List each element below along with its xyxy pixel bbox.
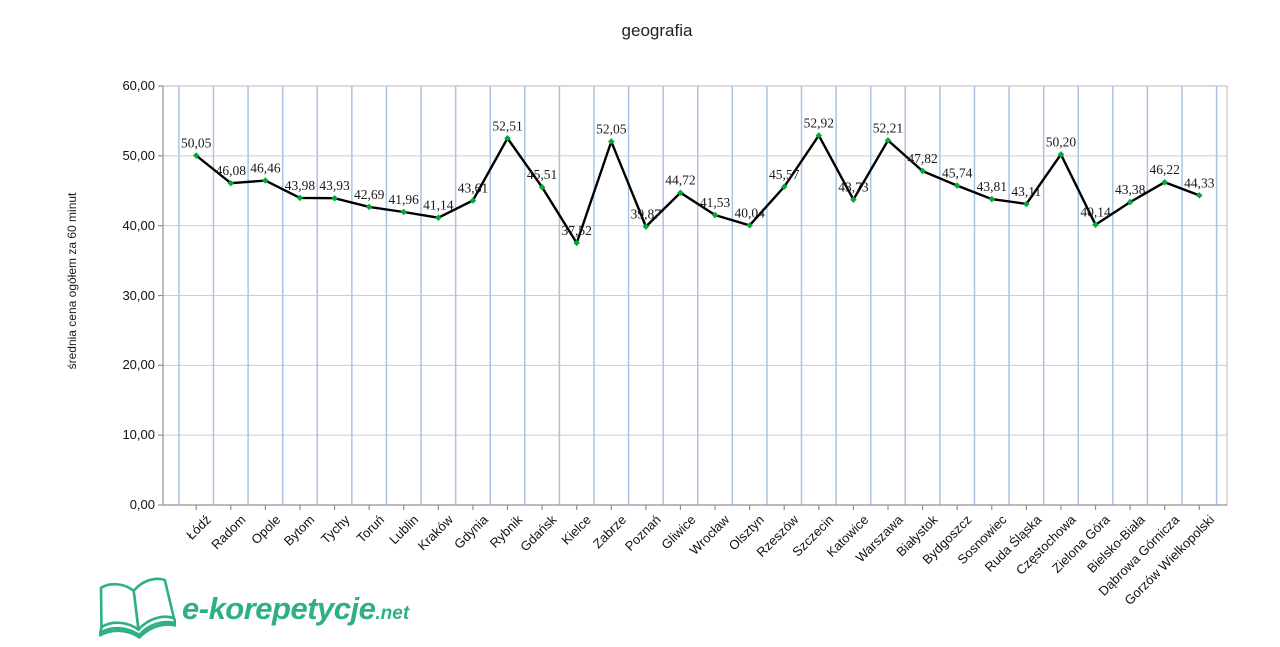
- data-point: [884, 137, 892, 144]
- data-label: 40,04: [734, 205, 765, 220]
- data-label: 45,51: [527, 167, 557, 182]
- data-point: [400, 208, 407, 216]
- data-label: 42,69: [354, 187, 385, 202]
- data-label: 45,57: [769, 167, 800, 182]
- data-label: 41,14: [423, 198, 454, 213]
- y-tick-label: 0,00: [129, 497, 155, 512]
- logo-brand: e-korepetycje: [182, 591, 376, 626]
- data-point: [711, 211, 719, 219]
- data-point: [538, 183, 546, 191]
- data-point: [331, 194, 338, 202]
- data-point: [815, 132, 823, 139]
- data-point: [780, 183, 788, 191]
- data-point: [227, 179, 235, 187]
- y-tick-label: 50,00: [122, 147, 155, 163]
- data-point: [435, 214, 442, 221]
- data-label: 37,52: [561, 223, 591, 238]
- data-label: 41,96: [389, 192, 420, 207]
- chart-title: geografia: [621, 21, 693, 40]
- data-label: 40,14: [1080, 205, 1111, 220]
- data-line: [195, 133, 1200, 246]
- y-tick-label: 10,00: [122, 427, 155, 443]
- data-point: [296, 194, 304, 202]
- y-tick-label: 20,00: [122, 357, 155, 373]
- data-point: [192, 152, 200, 159]
- data-point: [608, 138, 615, 145]
- data-label: 46,08: [216, 163, 247, 178]
- data-label: 43,11: [1011, 184, 1041, 199]
- data-label: 46,46: [250, 161, 281, 176]
- data-point: [262, 177, 269, 184]
- data-label: 52,51: [492, 118, 522, 133]
- data-label: 44,72: [665, 173, 695, 188]
- data-point: [469, 197, 477, 204]
- data-point: [988, 195, 996, 203]
- y-tick-label: 40,00: [122, 217, 155, 233]
- data-point: [677, 189, 684, 196]
- data-label: 43,93: [319, 178, 350, 193]
- data-label: 47,82: [907, 151, 937, 166]
- data-label: 43,61: [458, 180, 488, 195]
- data-label: 43,81: [977, 179, 1007, 194]
- data-label: 52,92: [804, 115, 834, 130]
- data-point: [573, 239, 580, 247]
- data-label: 46,22: [1150, 162, 1180, 177]
- y-tick-label: 60,00: [122, 78, 155, 93]
- logo: e-korepetycje.net: [96, 574, 409, 644]
- data-point: [953, 182, 961, 189]
- data-point: [365, 203, 373, 211]
- data-label: 45,74: [942, 166, 973, 181]
- data-label: 50,20: [1046, 134, 1077, 149]
- data-label: 52,21: [873, 120, 903, 135]
- data-label: 52,05: [596, 122, 627, 137]
- data-label: 39,87: [631, 207, 662, 222]
- logo-suffix: .net: [375, 603, 410, 624]
- data-label: 43,38: [1115, 182, 1146, 197]
- logo-text: e-korepetycje.net: [182, 591, 409, 627]
- data-label: 44,33: [1184, 175, 1215, 190]
- data-label: 50,05: [181, 135, 212, 150]
- data-point: [504, 135, 511, 142]
- data-label: 43,73: [838, 180, 869, 195]
- y-tick-label: 30,00: [122, 287, 155, 303]
- data-point: [642, 223, 650, 230]
- data-point: [1196, 192, 1203, 199]
- data-point: [746, 222, 753, 229]
- data-label: 41,53: [700, 195, 731, 210]
- data-label: 43,98: [285, 178, 316, 193]
- open-book-icon: [98, 577, 176, 639]
